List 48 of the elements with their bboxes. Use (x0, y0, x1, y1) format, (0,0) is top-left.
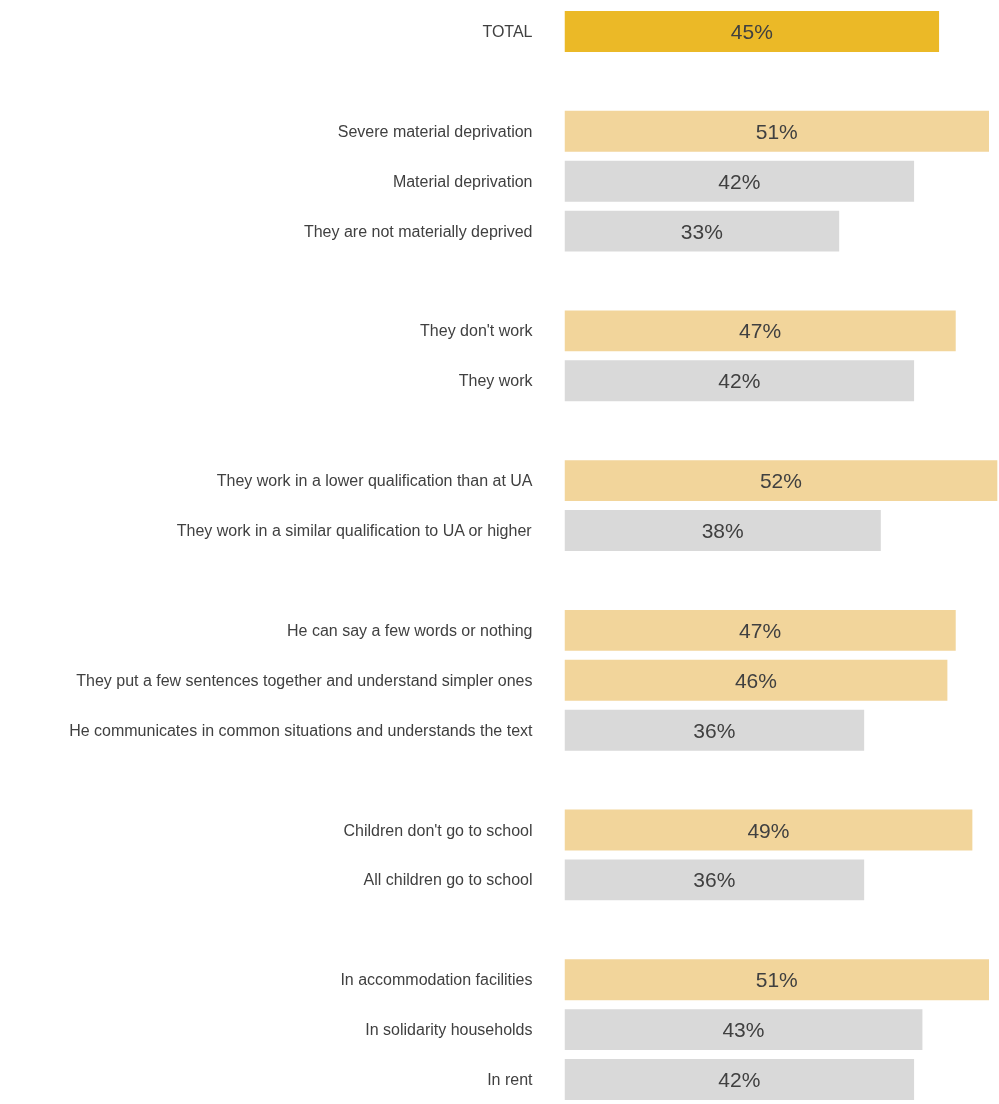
y-tick-label: They work in a lower qualification than at UA (216, 472, 533, 490)
data-label: 51% (755, 119, 798, 143)
bar (564, 510, 881, 552)
bar (564, 10, 940, 52)
data-label: 49% (747, 818, 790, 842)
data-label: 43% (722, 1018, 765, 1042)
bar (564, 160, 915, 202)
bar (564, 959, 990, 1001)
data-label: 47% (739, 319, 782, 343)
bar (564, 1059, 915, 1101)
bar (564, 659, 948, 701)
data-label: 42% (718, 369, 761, 393)
y-tick-label: They put a few sentences together and understand simpler ones (76, 671, 533, 689)
bar (564, 460, 998, 502)
y-tick-label: Material deprivation (392, 172, 533, 190)
data-label: 36% (693, 868, 736, 892)
y-tick-label: In rent (487, 1071, 534, 1089)
y-tick-label: In solidarity households (365, 1021, 533, 1039)
bar (564, 360, 915, 402)
data-label: 47% (739, 618, 782, 642)
y-tick-label: All children go to school (363, 871, 533, 889)
y-tick-label: He communicates in common situations and understands the text (69, 721, 534, 739)
bar (564, 709, 865, 751)
data-label: 38% (701, 519, 744, 543)
y-tick-label: They are not materially deprived (303, 222, 533, 240)
y-tick-label: Severe material deprivation (337, 122, 533, 140)
y-tick-label: They work in a similar qualification to UA or higher (176, 522, 533, 540)
y-tick-label: In accommodation facilities (340, 971, 533, 989)
data-label: 52% (759, 469, 802, 493)
data-label: 46% (734, 668, 777, 692)
bar (564, 1009, 923, 1051)
data-label: 42% (718, 1068, 761, 1092)
data-label: 42% (718, 169, 761, 193)
bar (564, 310, 956, 352)
bar (564, 859, 865, 901)
y-tick-label: They don't work (420, 322, 534, 340)
data-label: 51% (755, 968, 798, 992)
y-tick-label: TOTAL (482, 22, 533, 40)
y-tick-label: Children don't go to school (343, 821, 533, 839)
y-tick-label: He can say a few words or nothing (287, 621, 533, 639)
data-label: 33% (680, 219, 723, 243)
data-label: 45% (730, 19, 773, 43)
data-label: 36% (693, 718, 736, 742)
bar (564, 609, 956, 651)
bar (564, 210, 840, 252)
bar (564, 110, 990, 152)
y-tick-label: They work (458, 372, 534, 390)
bar (564, 809, 973, 851)
